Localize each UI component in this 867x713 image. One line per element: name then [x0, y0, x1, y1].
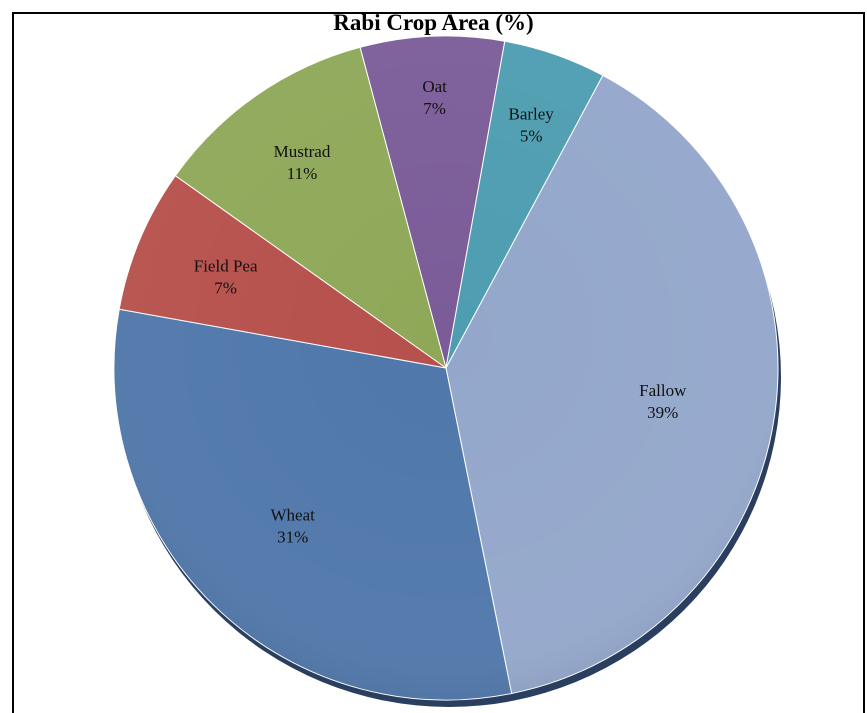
slice-label-barley: Barley [508, 104, 554, 123]
slice-value-fallow: 39% [647, 403, 678, 422]
slice-label-fallow: Fallow [639, 381, 687, 400]
slice-value-mustrad: 11% [287, 164, 318, 183]
chart-title: Rabi Crop Area (%) [333, 10, 534, 35]
slice-label-wheat: Wheat [271, 506, 316, 525]
slice-label-field-pea: Field Pea [194, 256, 258, 275]
slice-value-wheat: 31% [277, 528, 308, 547]
slice-label-oat: Oat [422, 77, 447, 96]
slice-value-field-pea: 7% [214, 278, 237, 297]
slice-value-oat: 7% [423, 99, 446, 118]
slice-label-mustrad: Mustrad [274, 142, 331, 161]
slice-value-barley: 5% [520, 126, 543, 145]
